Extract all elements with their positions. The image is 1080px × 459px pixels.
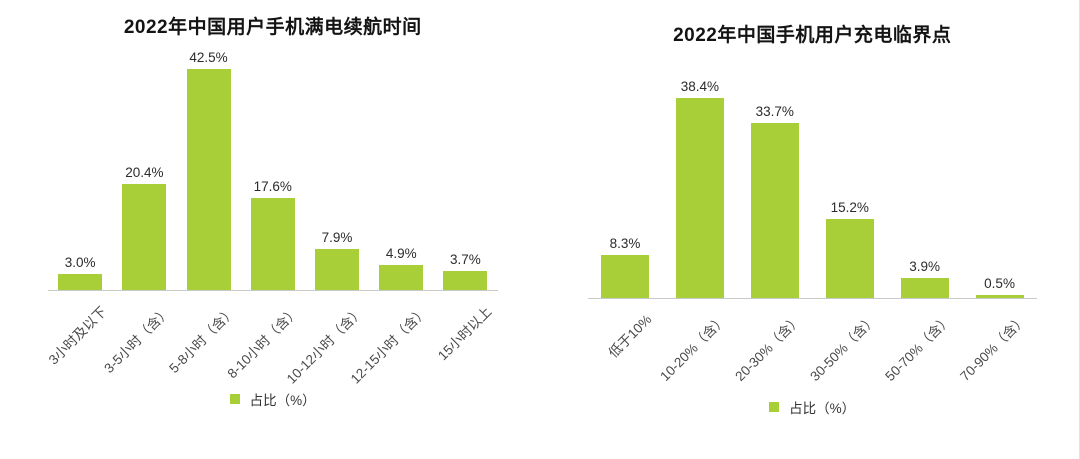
bar [314,248,359,290]
bar [750,122,799,298]
tick-cell: 20-30%（含） [732,299,812,395]
bar-column: 3.7% [433,252,497,290]
bar [675,98,724,298]
category-label: 15小时以上 [435,303,495,364]
bar-column: 7.9% [305,230,369,290]
bar-plot-charging-threshold: 8.3% 38.4% 33.7% 15.2% 3.9% 0.5% 低于10% 10-20%（… [587,53,1038,395]
legend: 占比（%） [48,389,498,409]
bar [443,270,488,290]
legend-label: 占比（%） [789,401,856,416]
bar [58,274,103,290]
bar [825,218,874,298]
x-axis-labels: 低于10% 10-20%（含） 20-30%（含） 30-50%（含） 50-70%（含… [588,299,1038,395]
bar [250,198,295,290]
bar-column: 3.9% [887,259,962,298]
bar-column: 20.4% [112,165,176,290]
bar-column: 17.6% [241,179,305,290]
chart-charging-threshold: 2022年中国手机用户充电临界点 8.3% 38.4% 33.7% 15.2% 3.9%… [540,0,1080,459]
bar-value-label: 17.6% [253,179,292,195]
bar-value-label: 42.5% [189,50,228,65]
bar-value-label: 3.9% [909,258,941,274]
category-label: 50-70%（含） [881,311,955,384]
bar-value-label: 3.7% [450,251,481,267]
x-axis-labels: 3小时及以下 3-5小时（含） 5-8小时（含） 8-10小时（含） 10-12小时（含… [46,291,498,387]
bar-column: 42.5% [176,50,240,290]
chart-title-charging-threshold: 2022年中国手机用户充电临界点 [673,25,952,46]
category-label: 3小时及以下 [45,303,110,368]
bar-plot-battery-life: 3.0% 20.4% 42.5% 17.6% 7.9% 4.9% 3.7% 3小时及以下 3-… [46,45,498,387]
bar-column: 3.0% [48,255,112,290]
bars-area: 8.3% 38.4% 33.7% 15.2% 3.9% 0.5% [587,53,1037,299]
bar-column: 8.3% [588,236,663,298]
legend-swatch-icon [229,394,240,404]
bar-value-label: 8.3% [609,235,641,251]
tick-cell: 12-15小时（含） [348,291,433,387]
bar [600,254,649,298]
bar [186,69,231,290]
bar-value-label: 4.9% [385,245,417,261]
tick-cell: 低于10% [588,299,663,395]
bar-column: 0.5% [962,276,1037,298]
tick-cell: 3小时及以下 [46,291,112,387]
category-label: 低于10% [605,311,655,361]
bars-area: 3.0% 20.4% 42.5% 17.6% 7.9% 4.9% 3.7% [48,45,498,291]
bar-value-label: 0.5% [984,276,1015,292]
category-label: 70-90%（含） [956,311,1030,384]
bar [900,277,949,298]
bar-value-label: 38.4% [680,79,720,95]
tick-cell: 3-5小时（含） [102,291,176,387]
tick-cell: 10-20%（含） [657,299,737,395]
tick-cell: 70-90%（含） [957,299,1037,395]
bar-column: 38.4% [662,79,737,298]
bar [379,264,424,290]
bar-value-label: 33.7% [755,103,794,119]
bar-value-label: 15.2% [830,199,869,215]
legend-label: 占比（%） [249,393,316,408]
bar [122,183,167,290]
bar-column: 4.9% [369,246,433,290]
chart-battery-life: 2022年中国用户手机满电续航时间 3.0% 20.4% 42.5% 17.6% 7.9… [46,17,498,409]
category-label: 20-30%（含） [732,311,805,384]
bar-column: 33.7% [737,104,812,298]
legend-swatch-icon [769,402,780,412]
bar-column: 15.2% [812,200,887,298]
tick-cell: 30-50%（含） [807,299,887,395]
bar-value-label: 20.4% [125,164,164,180]
category-label: 10-20%（含） [657,311,730,384]
category-label: 30-50%（含） [807,311,880,384]
bar [975,295,1024,298]
bar-value-label: 7.9% [321,229,353,245]
chart-title-battery-life: 2022年中国用户手机满电续航时间 [123,17,422,38]
legend: 占比（%） [588,397,1038,417]
bar-value-label: 3.0% [64,255,96,271]
tick-cell: 50-70%（含） [882,299,962,395]
tick-cell: 15小时以上 [433,291,497,387]
